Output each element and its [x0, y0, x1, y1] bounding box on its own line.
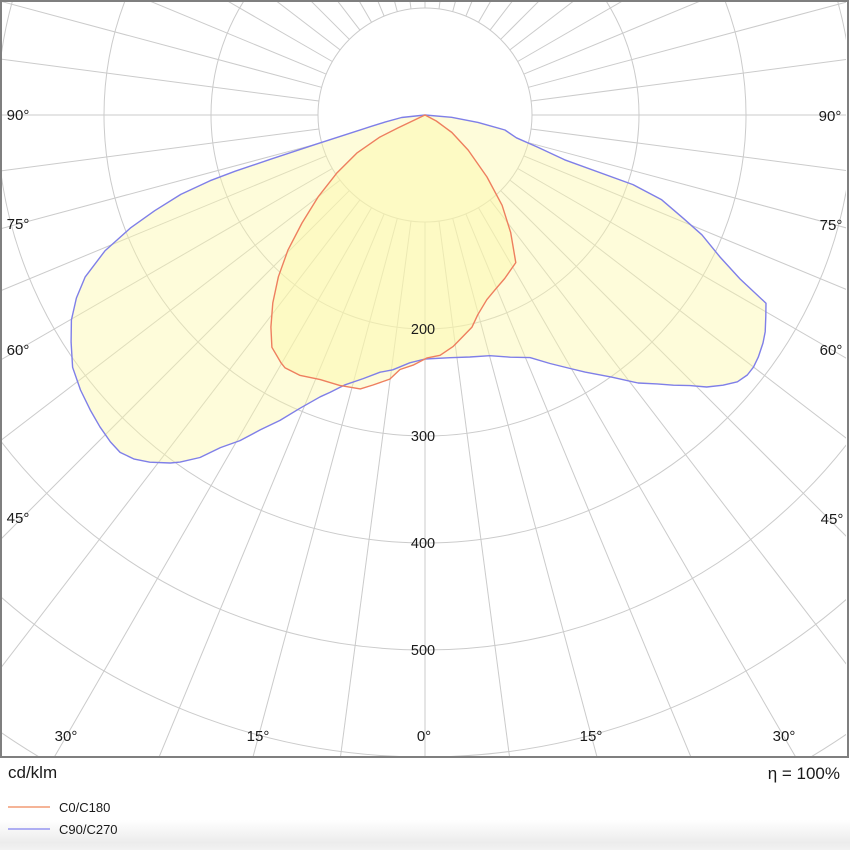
fill-region-c0-c180	[270, 115, 516, 389]
grid-spoke	[2, 155, 327, 291]
legend-label-c0-c180: C0/C180	[59, 799, 111, 815]
grid-spoke	[517, 2, 622, 62]
grid-spoke	[150, 2, 327, 75]
angle-tick-labels: 90° 75° 60° 45° 30° 15° 0° 15° 30° 45° 60° 75° 90°	[7, 107, 844, 745]
legend-line-sample-c90-c270	[8, 828, 50, 830]
legend-item-c0-c180: C0/C180	[8, 799, 118, 815]
grid-spoke	[523, 155, 846, 290]
grid-spoke	[2, 179, 341, 441]
angle-label: 30°	[773, 728, 796, 745]
grid-spoke	[452, 218, 598, 756]
grid-spoke	[252, 218, 398, 756]
grid-spoke	[531, 128, 846, 171]
angle-label: 60°	[7, 342, 30, 359]
grid-spoke	[500, 190, 846, 537]
grid-spoke	[509, 179, 846, 439]
curve-c90-c270	[70, 114, 767, 464]
grid-spoke	[228, 2, 333, 62]
angle-label: 0°	[417, 728, 431, 745]
grid-spoke	[158, 213, 385, 756]
grid-spoke	[54, 207, 372, 756]
grid-spoke	[438, 221, 510, 756]
grid-spoke	[377, 2, 385, 17]
angle-label: 75°	[820, 217, 843, 234]
grid-spoke	[2, 58, 319, 102]
bottom-fade-band	[0, 820, 850, 850]
grid-spoke	[489, 199, 846, 665]
efficiency-label: η = 100%	[767, 764, 840, 783]
curve-fill-regions	[71, 115, 767, 463]
angle-label: 45°	[821, 511, 844, 528]
angle-label: 90°	[819, 108, 842, 125]
grid-spoke	[509, 2, 574, 51]
grid-spoke	[517, 168, 846, 359]
grid-spoke	[2, 199, 361, 668]
unit-label: cd/klm	[8, 763, 58, 782]
grid-spoke	[2, 128, 319, 172]
grid-spoke	[359, 2, 372, 23]
grid-spoke	[2, 142, 322, 229]
grid-spoke	[500, 2, 539, 40]
grid-spoke	[478, 207, 796, 756]
angle-label: 60°	[820, 342, 843, 359]
plot-border	[0, 0, 849, 758]
ring-value-labels: 200 300 400 500	[411, 322, 435, 659]
angle-label: 15°	[247, 728, 270, 745]
grid-spoke	[340, 221, 412, 756]
legend-line-sample-c0-c180	[8, 806, 50, 808]
curve-strokes	[70, 114, 767, 464]
grid-spoke	[523, 2, 700, 75]
angle-label: 75°	[7, 216, 30, 233]
legend-label-c90-c270: C90/C270	[59, 821, 118, 837]
ring-label: 400	[411, 536, 435, 552]
grid-spoke	[489, 2, 513, 31]
angle-label: 90°	[7, 107, 30, 124]
grid-spoke	[337, 2, 361, 31]
angle-label: 45°	[7, 510, 30, 527]
legend: C0/C180 C90/C270	[8, 799, 118, 843]
curve-c0-c180	[270, 114, 517, 390]
grid-spoke	[311, 2, 350, 40]
ring-label: 200	[411, 322, 435, 338]
grid-spoke	[276, 2, 341, 51]
legend-item-c90-c270: C90/C270	[8, 821, 118, 837]
grid-spoke	[2, 168, 333, 360]
ring-label: 300	[411, 429, 435, 445]
grid-spoke	[2, 2, 322, 88]
angle-label: 15°	[580, 728, 603, 745]
grid-spoke	[2, 190, 350, 539]
grid-spoke	[478, 2, 491, 23]
fill-region-c90-c270	[71, 115, 767, 463]
grid-spoke	[531, 59, 846, 102]
grid-spoke	[465, 2, 473, 17]
grid-spoke	[528, 142, 846, 229]
grid-spoke	[528, 2, 846, 88]
grid-spoke	[465, 213, 692, 756]
angle-label: 30°	[55, 728, 78, 745]
ring-label: 500	[411, 643, 435, 659]
